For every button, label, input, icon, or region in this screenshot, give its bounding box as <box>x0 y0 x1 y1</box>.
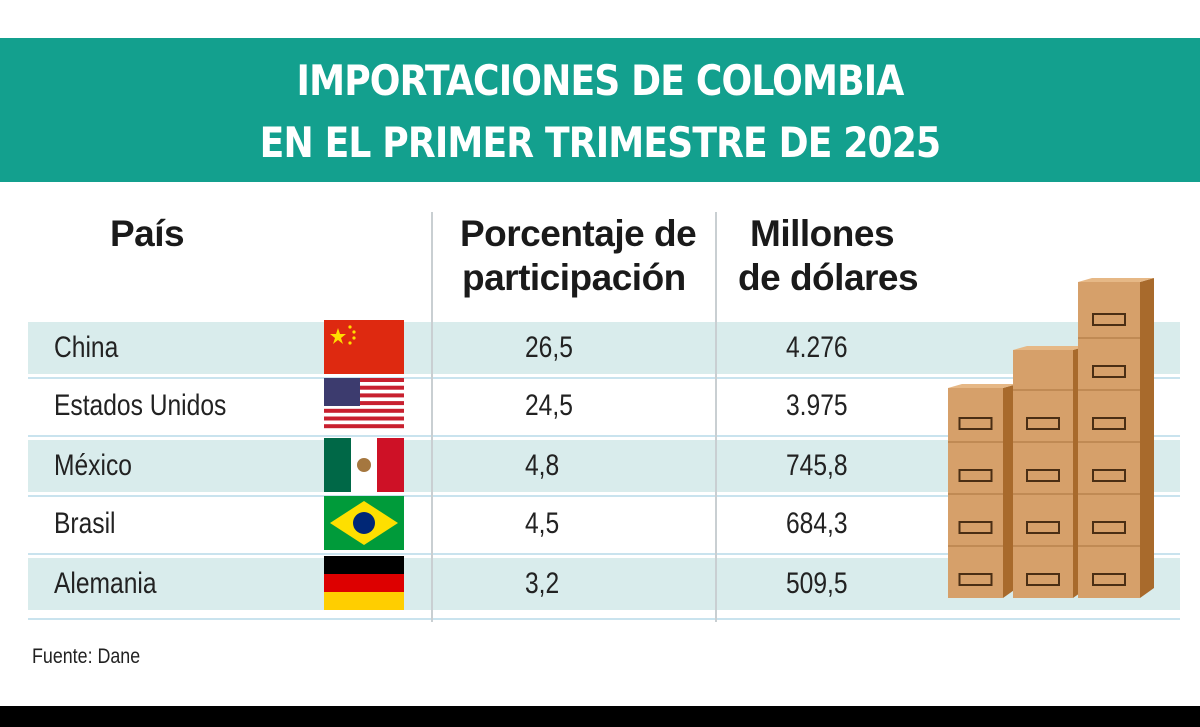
country-name: Estados Unidos <box>54 389 227 422</box>
country-name: Brasil <box>54 507 116 540</box>
usd-value: 509,5 <box>786 567 848 600</box>
column-divider <box>431 212 433 622</box>
table-row: China 26,5 4.276 <box>28 320 1180 374</box>
row-separator <box>28 618 1180 620</box>
bottom-bar <box>0 706 1200 727</box>
column-divider <box>715 212 717 622</box>
title-banner: IMPORTACIONES DE COLOMBIA EN EL PRIMER T… <box>0 38 1200 182</box>
row-separator <box>28 495 1180 497</box>
header-usd-2: de dólares <box>738 257 919 298</box>
title-line-1: IMPORTACIONES DE COLOMBIA <box>296 56 905 105</box>
germany-flag-icon <box>324 556 404 610</box>
table-row: Brasil 4,5 684,3 <box>28 496 1180 550</box>
share-value: 3,2 <box>525 567 560 600</box>
country-name: China <box>54 331 119 364</box>
share-value: 4,5 <box>525 507 560 540</box>
row-separator <box>28 435 1180 437</box>
mexico-flag-icon <box>324 438 404 492</box>
share-value: 24,5 <box>525 389 573 422</box>
share-value: 4,8 <box>525 449 560 482</box>
title-line-2: EN EL PRIMER TRIMESTRE DE 2025 <box>259 118 942 167</box>
source-note: Fuente: Dane <box>32 645 141 668</box>
usd-value: 745,8 <box>786 449 848 482</box>
header-pct-2: participación <box>462 257 686 298</box>
brazil-flag-icon <box>324 496 404 550</box>
header-pais: País <box>110 213 185 254</box>
row-separator <box>28 377 1180 379</box>
usd-value: 4.276 <box>786 331 848 364</box>
row-separator <box>28 553 1180 555</box>
usd-value: 3.975 <box>786 389 848 422</box>
boxes-illustration <box>948 278 1154 598</box>
usd-value: 684,3 <box>786 507 848 540</box>
china-flag-icon <box>324 320 404 374</box>
usa-flag-icon <box>324 378 404 432</box>
country-name: Alemania <box>54 567 157 600</box>
header-pct-1: Porcentaje de <box>460 213 697 254</box>
country-name: México <box>54 449 132 482</box>
header-usd-1: Millones <box>750 213 895 254</box>
table-row: Estados Unidos 24,5 3.975 <box>28 378 1180 432</box>
share-value: 26,5 <box>525 331 573 364</box>
